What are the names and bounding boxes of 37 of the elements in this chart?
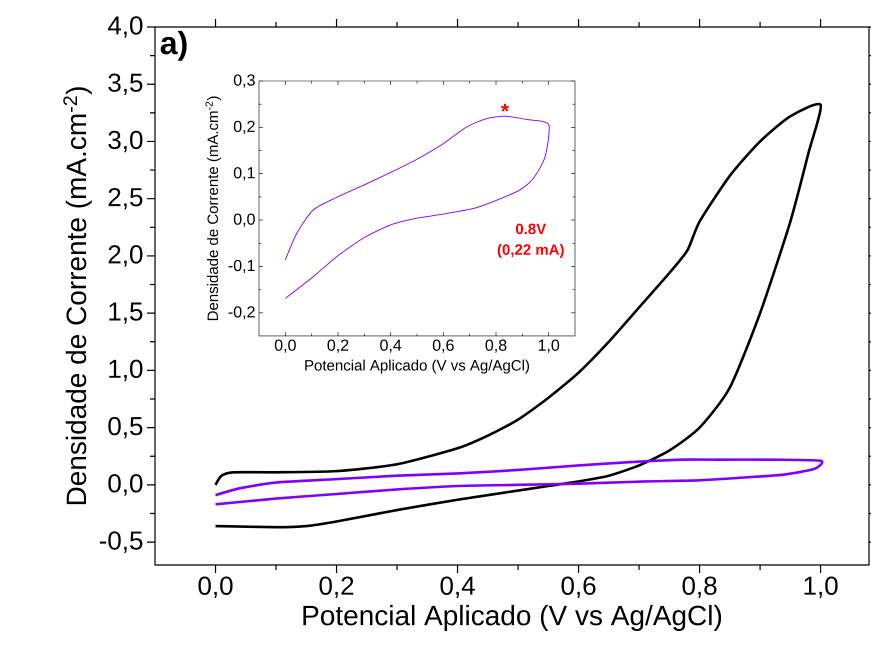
annotation: (0,22 mA) bbox=[498, 244, 564, 258]
y-tick-label: 2,5 bbox=[108, 188, 142, 210]
annotation: a) bbox=[160, 30, 187, 61]
y-tick-label: 3,5 bbox=[108, 73, 142, 95]
x-tick-label: 0,6 bbox=[562, 576, 596, 598]
x-tick-label: 1,0 bbox=[538, 340, 560, 353]
y-tick-label: 2,0 bbox=[108, 245, 142, 267]
x-tick-label: 0,2 bbox=[319, 576, 354, 598]
x-tick-label: 0,2 bbox=[328, 340, 348, 353]
y-tick-label: 0,3 bbox=[234, 74, 255, 88]
x-tick-label: 1,0 bbox=[804, 576, 838, 598]
y-tick-label: 0,0 bbox=[108, 474, 142, 496]
y-tick-label: -0,1 bbox=[228, 260, 255, 274]
y-tick-label: 0,0 bbox=[234, 213, 255, 227]
y-tick-label: 0,2 bbox=[234, 120, 255, 134]
x-tick-label: 0,0 bbox=[198, 576, 233, 598]
y-tick-label: -0,5 bbox=[100, 531, 142, 553]
annotation: 0.8V bbox=[516, 224, 546, 234]
y-tick-label: 1,0 bbox=[109, 360, 142, 382]
y-axis-title: Densidade de Corrente (mA.cm$^{-2}$) bbox=[205, 96, 222, 320]
x-axis-title: Potencial Aplicado (V vs Ag/AgCl) bbox=[303, 604, 722, 631]
x-tick-label: 0,8 bbox=[682, 576, 717, 598]
y-tick-label: 3,0 bbox=[108, 130, 142, 152]
y-tick-label: -0,2 bbox=[228, 306, 255, 320]
line-series bbox=[214, 458, 822, 506]
y-tick-label: 0,1 bbox=[234, 167, 255, 180]
y-tick-label: 4,0 bbox=[108, 16, 142, 38]
y-tick-label: 1,5 bbox=[109, 302, 142, 324]
x-tick-label: 0,8 bbox=[486, 340, 506, 353]
y-axis-title: Densidade de Corrente (mA.cm$^{-2}$) bbox=[63, 87, 92, 504]
x-tick-label: 0,6 bbox=[432, 340, 454, 353]
x-axis-title: Potencial Aplicado (V vs Ag/AgCl) bbox=[305, 360, 529, 374]
y-tick-label: 0,5 bbox=[108, 416, 142, 438]
x-tick-label: 0,4 bbox=[380, 340, 402, 353]
x-tick-label: 0,4 bbox=[440, 576, 475, 598]
x-tick-label: 0,0 bbox=[274, 340, 296, 353]
annotation: * bbox=[500, 104, 510, 112]
